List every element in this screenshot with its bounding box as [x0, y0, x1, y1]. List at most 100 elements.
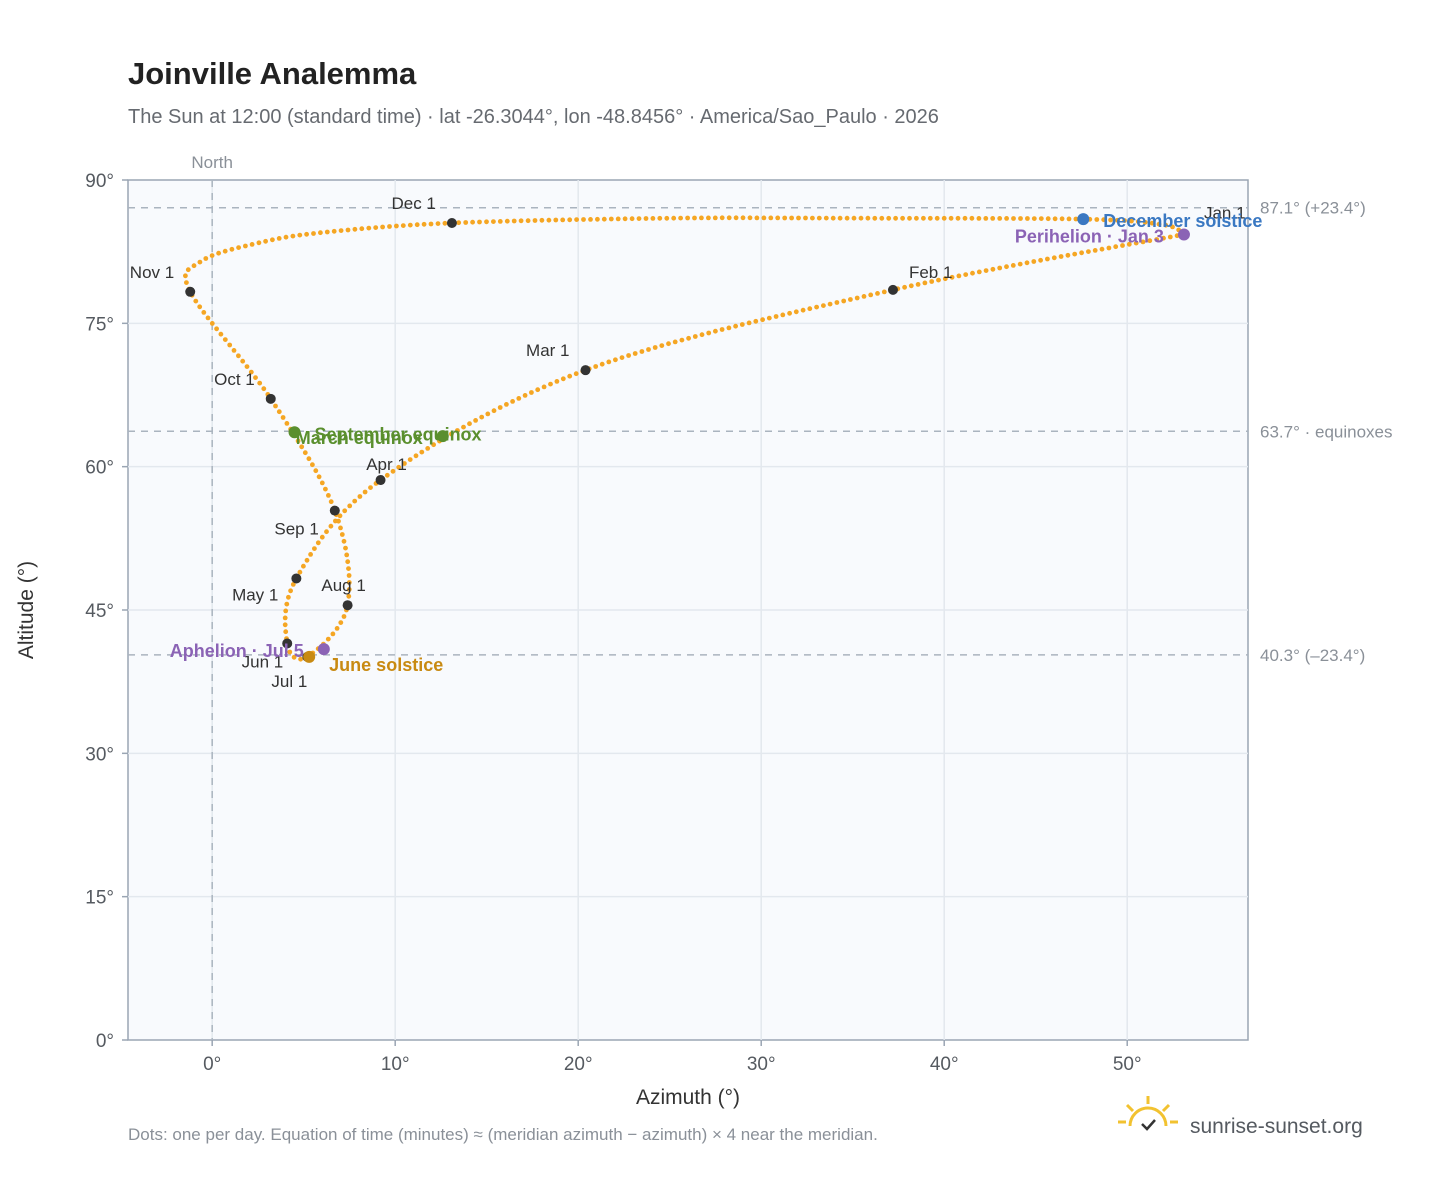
- daily-dot: [311, 231, 316, 236]
- daily-dot: [334, 626, 340, 631]
- daily-dot: [456, 220, 462, 226]
- daily-dot: [338, 525, 343, 531]
- daily-dot: [346, 580, 352, 585]
- daily-dot: [283, 234, 289, 240]
- daily-dot: [900, 215, 905, 221]
- daily-dot: [336, 518, 341, 524]
- daily-dot: [463, 220, 469, 225]
- daily-dot: [1122, 218, 1127, 224]
- daily-dot: [477, 219, 482, 225]
- month-marker: [282, 638, 293, 649]
- month-label: Apr 1: [366, 455, 407, 474]
- daily-dot: [222, 337, 228, 342]
- daily-dot: [394, 223, 399, 229]
- daily-dot: [726, 215, 732, 221]
- daily-dot: [328, 523, 334, 529]
- daily-dot: [1058, 254, 1064, 259]
- daily-dot: [726, 325, 732, 331]
- daily-dot: [287, 649, 293, 655]
- daily-dot: [315, 540, 321, 546]
- daily-dot: [699, 332, 705, 338]
- daily-dot: [929, 279, 935, 284]
- event-label: Aphelion · Jul 5: [170, 641, 304, 661]
- daily-dot: [1010, 263, 1016, 268]
- daily-dot: [955, 215, 961, 221]
- daily-dot: [313, 468, 319, 474]
- daily-dot: [990, 216, 996, 221]
- daily-dot: [639, 349, 645, 354]
- daily-dot: [390, 468, 396, 474]
- daily-dot: [593, 364, 599, 369]
- daily-dot: [243, 243, 248, 249]
- daily-dot: [613, 357, 618, 363]
- daily-dot: [352, 226, 358, 232]
- daily-dot: [970, 270, 975, 276]
- daily-dot: [295, 438, 301, 444]
- daily-dot: [511, 218, 517, 224]
- daily-dot: [1101, 217, 1107, 223]
- daily-dot: [316, 474, 322, 480]
- daily-dot: [553, 217, 559, 223]
- daily-dot: [276, 409, 282, 415]
- daily-dot: [338, 620, 344, 625]
- daily-dot: [775, 215, 781, 221]
- daily-dot: [712, 215, 718, 221]
- daily-dot: [844, 215, 850, 221]
- x-tick-label: 40°: [930, 1054, 959, 1075]
- daily-dot: [1092, 248, 1098, 253]
- daily-dot: [184, 280, 189, 285]
- daily-dot: [1120, 243, 1125, 248]
- daily-dot: [236, 353, 241, 359]
- daily-dot: [546, 217, 552, 223]
- daily-dot: [692, 334, 698, 339]
- daily-dot: [753, 318, 759, 324]
- daily-dot: [384, 472, 390, 478]
- daily-dot: [821, 303, 826, 308]
- daily-dot: [263, 238, 268, 244]
- daily-dot: [851, 215, 857, 221]
- daily-dot: [286, 594, 291, 600]
- daily-dot: [632, 351, 638, 356]
- daily-dot: [554, 379, 560, 384]
- daily-dot: [1106, 245, 1112, 251]
- x-tick-label: 50°: [1113, 1054, 1142, 1075]
- daily-dot: [1011, 216, 1016, 221]
- daily-dot: [1024, 260, 1030, 266]
- daily-dot: [185, 267, 191, 273]
- daily-dot: [273, 403, 278, 409]
- daily-dot: [740, 215, 746, 221]
- month-label: Jan 1: [1204, 203, 1246, 222]
- daily-dot: [1142, 219, 1148, 225]
- chart-subtitle: The Sun at 12:00 (standard time) · lat -…: [128, 106, 939, 128]
- daily-dot: [257, 380, 263, 386]
- daily-dot: [875, 291, 880, 296]
- daily-dot: [387, 224, 392, 229]
- daily-dot: [719, 327, 725, 332]
- event-marker: [1177, 228, 1190, 241]
- daily-dot: [886, 215, 892, 221]
- daily-dot: [629, 216, 635, 222]
- daily-dot: [308, 552, 313, 557]
- daily-dot: [539, 217, 545, 223]
- daily-dot: [504, 402, 509, 407]
- daily-dot: [407, 222, 413, 228]
- daily-dot: [588, 217, 593, 222]
- daily-dot: [283, 608, 289, 614]
- daily-dot: [983, 268, 989, 273]
- month-marker: [887, 284, 898, 295]
- daily-dot: [304, 557, 310, 563]
- daily-dot: [601, 216, 607, 222]
- daily-dot: [706, 215, 711, 221]
- daily-dot: [324, 529, 329, 535]
- daily-dot: [1031, 216, 1037, 222]
- daily-dot: [1066, 216, 1072, 222]
- daily-dot: [497, 219, 503, 224]
- daily-dot: [319, 480, 325, 486]
- event-label: September equinox: [315, 424, 482, 444]
- daily-dot: [814, 304, 819, 310]
- daily-dot: [666, 341, 671, 347]
- event-marker: [1077, 213, 1090, 226]
- daily-dot: [473, 418, 478, 423]
- reference-line-label: 87.1° (+23.4°): [1260, 199, 1366, 218]
- daily-dot: [442, 220, 448, 226]
